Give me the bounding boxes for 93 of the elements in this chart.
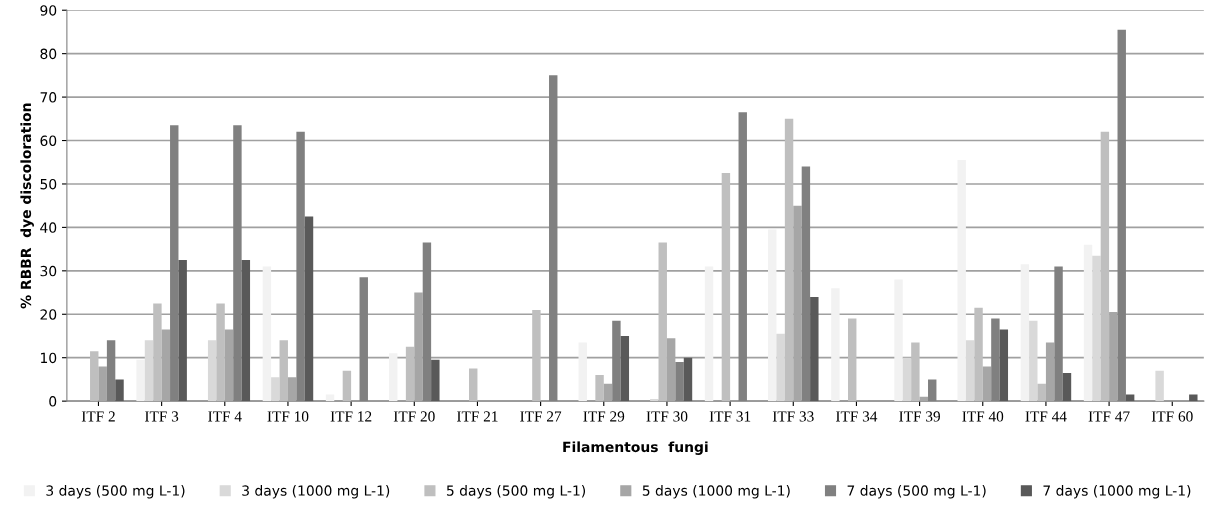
bar — [304, 216, 314, 402]
bar — [1062, 372, 1072, 402]
bar — [153, 303, 162, 402]
bar — [1029, 320, 1038, 402]
bar — [974, 307, 983, 402]
legend-label: 7 days (500 mg L-1) — [847, 485, 986, 499]
bar — [431, 359, 440, 402]
bar — [1037, 383, 1046, 402]
y-tick-label: 30 — [40, 265, 57, 277]
bar — [784, 118, 794, 402]
x-tick-label: ITF 29 — [583, 411, 625, 422]
x-tick-label: ITF 3 — [144, 411, 179, 422]
x-tick-label: ITF 27 — [520, 411, 562, 422]
bar — [90, 351, 99, 402]
bar — [721, 173, 731, 402]
bar — [161, 329, 171, 402]
y-tick-label: 70 — [40, 92, 57, 103]
bar — [982, 366, 992, 402]
bar — [793, 205, 802, 402]
bar — [224, 329, 234, 402]
legend-label: 7 days (1000 mg L-1) — [1043, 485, 1191, 499]
bar — [683, 357, 693, 402]
y-tick-label: 40 — [40, 222, 57, 233]
bar — [279, 340, 288, 402]
bar — [965, 340, 975, 402]
bar — [115, 379, 124, 402]
bar — [1109, 312, 1118, 402]
x-tick-label: ITF 2 — [81, 411, 115, 422]
bar — [768, 229, 777, 402]
x-tick-label: ITF 34 — [835, 411, 878, 422]
bar — [578, 342, 587, 402]
bar — [911, 342, 920, 402]
y-tick-label: 80 — [40, 48, 57, 60]
x-tick-label: ITF 40 — [962, 411, 1004, 422]
legend-label: 5 days (500 mg L-1) — [446, 485, 586, 499]
bar — [216, 303, 225, 402]
y-tick-label: 20 — [40, 309, 57, 320]
bar — [650, 398, 659, 402]
legend-label: 5 days (1000 mg L-1) — [642, 485, 790, 499]
bar — [405, 346, 415, 402]
x-tick-label: ITF 47 — [1088, 411, 1130, 422]
bar — [776, 333, 785, 402]
x-tick-label: ITF 39 — [899, 411, 940, 422]
bar — [1083, 244, 1093, 402]
bar — [810, 296, 819, 402]
bar — [831, 288, 840, 402]
bar — [532, 309, 541, 402]
bar — [595, 375, 604, 402]
y-tick-label: 90 — [40, 5, 57, 16]
bar — [262, 266, 272, 402]
legend-label: 3 days (500 mg L-1) — [46, 485, 185, 499]
bar — [658, 242, 667, 402]
bar — [1155, 370, 1164, 402]
bar — [957, 160, 966, 402]
bar — [620, 335, 630, 402]
bar — [999, 329, 1009, 402]
x-tick-label: ITF 31 — [709, 411, 751, 422]
bar — [271, 377, 280, 402]
bar — [1100, 131, 1110, 402]
bar — [207, 340, 217, 402]
bar — [603, 383, 613, 402]
y-axis-title: % RBBR dye discoloration — [20, 103, 34, 309]
bar — [389, 353, 398, 402]
x-tick-label: ITF 20 — [393, 411, 435, 422]
x-tick-label: ITF 60 — [1151, 411, 1193, 422]
y-tick-label: 0 — [49, 396, 57, 407]
bar — [1189, 394, 1198, 402]
x-tick-label: ITF 21 — [456, 411, 498, 422]
bar — [178, 259, 187, 402]
bar — [704, 266, 714, 402]
bar — [469, 368, 478, 402]
bar — [98, 366, 107, 402]
x-tick-label: ITF 33 — [772, 411, 814, 422]
x-tick-label: ITF 44 — [1025, 411, 1067, 422]
bar — [1020, 264, 1030, 402]
legend-label: 3 days (1000 mg L-1) — [242, 485, 390, 499]
bar — [136, 359, 145, 402]
bar — [287, 377, 297, 402]
y-tick-label: 50 — [40, 178, 57, 190]
x-tick-label: ITF 30 — [646, 411, 688, 422]
x-tick-label: ITF 4 — [208, 411, 242, 422]
x-tick-label: ITF 10 — [267, 411, 309, 422]
bar — [342, 370, 352, 402]
bar — [144, 340, 154, 402]
bar — [894, 279, 903, 402]
x-tick-label: ITF 12 — [330, 411, 372, 422]
x-axis-title: Filamentous fungi — [563, 441, 708, 455]
bar — [241, 259, 251, 402]
y-tick-label: 60 — [40, 135, 57, 146]
bar — [1092, 255, 1101, 402]
bar — [848, 318, 857, 402]
bar — [902, 357, 912, 402]
y-tick-label: 10 — [41, 352, 57, 364]
